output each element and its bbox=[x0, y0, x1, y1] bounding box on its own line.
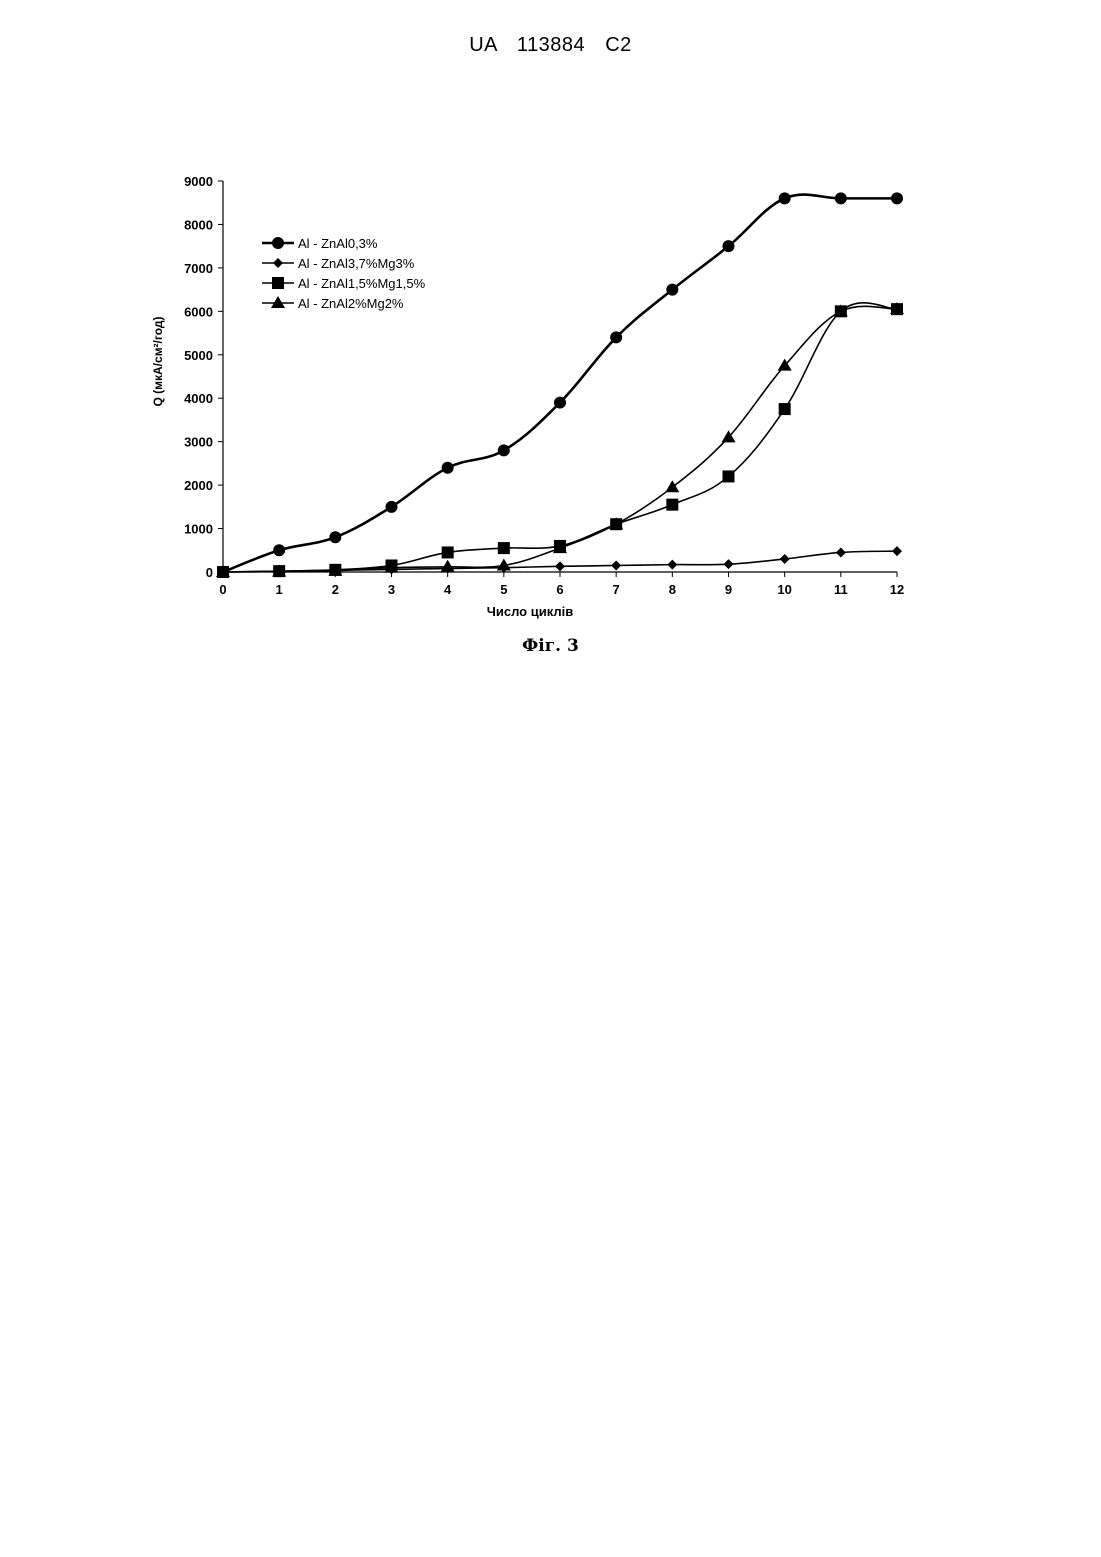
data-point bbox=[666, 284, 678, 296]
data-point bbox=[442, 546, 454, 558]
y-tick-label: 3000 bbox=[184, 435, 213, 450]
y-tick-label: 7000 bbox=[184, 261, 213, 276]
data-point bbox=[779, 192, 791, 204]
x-tick-label: 10 bbox=[777, 582, 791, 597]
series-line bbox=[223, 195, 897, 572]
x-tick-label: 7 bbox=[613, 582, 620, 597]
data-point bbox=[779, 403, 791, 415]
x-tick-label: 2 bbox=[332, 582, 339, 597]
data-point bbox=[891, 192, 903, 204]
data-point bbox=[836, 547, 846, 557]
x-tick-label: 9 bbox=[725, 582, 732, 597]
x-tick-label: 3 bbox=[388, 582, 395, 597]
legend-entry: Al - ZnAl0,3% bbox=[262, 236, 378, 251]
x-tick-label: 4 bbox=[444, 582, 452, 597]
data-point bbox=[442, 462, 454, 474]
data-point bbox=[441, 560, 455, 572]
legend-label: Al - ZnAl1,5%Mg1,5% bbox=[298, 276, 426, 291]
x-tick-label: 11 bbox=[834, 582, 848, 597]
data-point bbox=[724, 559, 734, 569]
data-point bbox=[611, 560, 621, 570]
legend-entry: Al - ZnAl3,7%Mg3% bbox=[262, 256, 415, 271]
data-point bbox=[892, 546, 902, 556]
data-point bbox=[329, 531, 341, 543]
series-square bbox=[217, 303, 903, 578]
data-point bbox=[666, 499, 678, 511]
data-point bbox=[498, 444, 510, 456]
data-point bbox=[610, 331, 622, 343]
data-point bbox=[723, 240, 735, 252]
x-tick-label: 8 bbox=[669, 582, 676, 597]
y-tick-label: 4000 bbox=[184, 391, 213, 406]
y-axis-label: Q (мкА/см²/год) bbox=[151, 316, 165, 406]
legend-label: Al - ZnAl2%Mg2% bbox=[298, 296, 404, 311]
chart-axes: 0100020003000400050006000700080009000012… bbox=[151, 174, 904, 619]
series-line bbox=[223, 303, 897, 572]
x-tick-label: 0 bbox=[219, 582, 226, 597]
data-point bbox=[498, 542, 510, 554]
line-chart: 0100020003000400050006000700080009000012… bbox=[150, 165, 930, 635]
chart-legend: Al - ZnAl0,3% Al - ZnAl3,7%Mg3% Al - ZnAl1… bbox=[262, 236, 426, 311]
figure-caption: Фіг. 3 bbox=[0, 636, 1101, 656]
legend-label: Al - ZnAl3,7%Mg3% bbox=[298, 256, 415, 271]
y-tick-label: 6000 bbox=[184, 304, 213, 319]
data-point bbox=[554, 397, 566, 409]
y-tick-label: 1000 bbox=[184, 522, 213, 537]
x-axis-label: Число циклів bbox=[487, 604, 574, 619]
data-point bbox=[386, 501, 398, 513]
data-point bbox=[555, 561, 565, 571]
legend-label: Al - ZnAl0,3% bbox=[298, 236, 378, 251]
y-tick-label: 9000 bbox=[184, 174, 213, 189]
x-tick-label: 5 bbox=[500, 582, 507, 597]
y-tick-label: 0 bbox=[206, 565, 213, 580]
data-point bbox=[667, 560, 677, 570]
legend-marker bbox=[273, 258, 283, 268]
document-header: UA 113884 C2 bbox=[0, 34, 1101, 57]
data-point bbox=[723, 470, 735, 482]
legend-marker bbox=[272, 237, 284, 249]
legend-entry: Al - ZnAl2%Mg2% bbox=[262, 296, 404, 311]
series-triangle bbox=[216, 302, 904, 577]
legend-marker bbox=[272, 277, 284, 289]
series-line bbox=[223, 306, 897, 572]
y-tick-label: 5000 bbox=[184, 348, 213, 363]
x-tick-label: 6 bbox=[556, 582, 563, 597]
x-tick-label: 12 bbox=[890, 582, 904, 597]
y-tick-label: 2000 bbox=[184, 478, 213, 493]
data-point bbox=[665, 480, 679, 492]
data-point bbox=[780, 554, 790, 564]
legend-marker bbox=[271, 296, 285, 308]
y-tick-label: 8000 bbox=[184, 217, 213, 232]
x-tick-label: 1 bbox=[276, 582, 283, 597]
data-point bbox=[273, 544, 285, 556]
legend-entry: Al - ZnAl1,5%Mg1,5% bbox=[262, 276, 426, 291]
data-point bbox=[835, 192, 847, 204]
